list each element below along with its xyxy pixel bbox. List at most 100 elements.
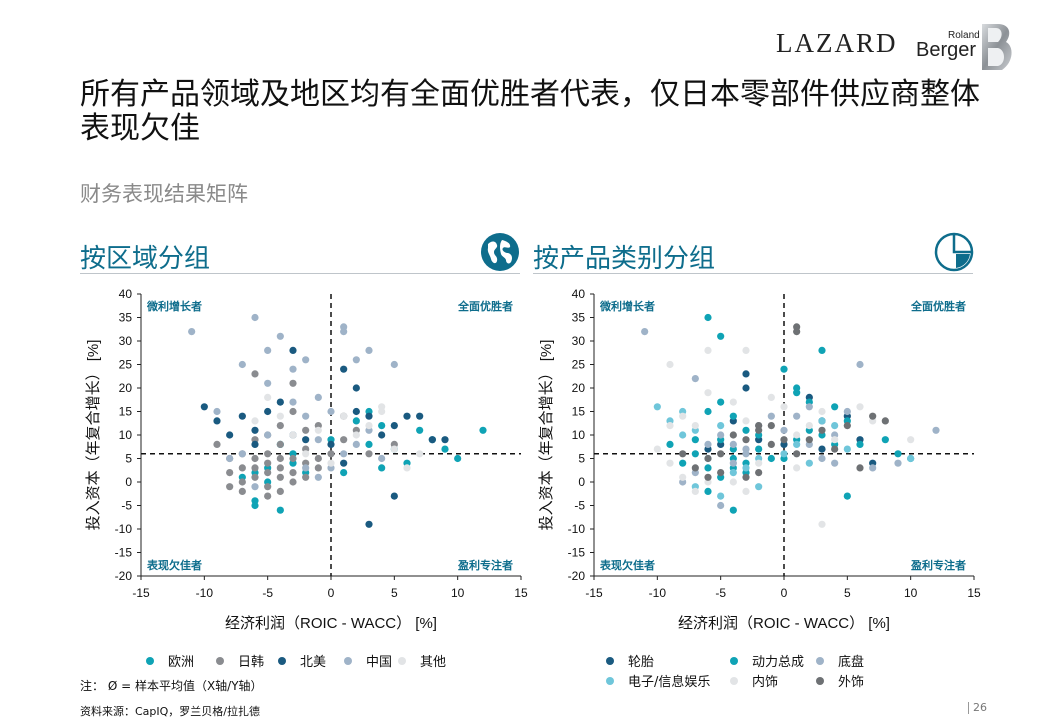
data-point — [213, 440, 221, 448]
data-point — [767, 393, 775, 401]
data-point — [717, 450, 725, 458]
legend-dot-icon — [606, 657, 614, 665]
legend-dot-icon — [344, 657, 352, 665]
data-point — [251, 440, 259, 448]
data-point — [365, 422, 373, 430]
y-tick-label: 5 — [125, 452, 132, 466]
legend-item: 电子/信息娱乐 — [606, 671, 710, 690]
quadrant-label-top-right: 全面优胜者 — [910, 299, 966, 313]
data-point — [314, 454, 322, 463]
data-point — [742, 370, 750, 378]
y-tick-label: 0 — [578, 475, 585, 489]
y-tick-label: 0 — [125, 475, 132, 489]
data-point — [831, 403, 839, 411]
data-point — [289, 398, 297, 406]
data-point — [856, 440, 864, 448]
data-point — [679, 431, 687, 439]
x-tick-label: -5 — [262, 586, 273, 600]
data-point — [666, 440, 674, 448]
data-point — [679, 459, 687, 467]
data-point — [881, 436, 889, 444]
data-point — [843, 492, 851, 500]
data-point — [742, 426, 750, 434]
x-tick-label: -10 — [196, 586, 214, 600]
y-tick-label: 20 — [572, 381, 586, 395]
data-point — [251, 313, 259, 322]
data-point — [352, 356, 360, 364]
data-point — [729, 459, 737, 467]
y-tick-label: 40 — [572, 287, 586, 301]
data-point — [717, 492, 725, 500]
data-point — [679, 473, 687, 481]
data-point — [767, 440, 775, 448]
data-point — [327, 407, 335, 416]
data-point — [264, 346, 272, 354]
data-point — [704, 440, 712, 448]
data-point — [742, 487, 750, 495]
data-point — [856, 464, 864, 472]
data-point — [818, 407, 826, 416]
page-title: 所有产品领域及地区均有全面优胜者代表，仅日本零部件供应商整体表现欠佳 — [80, 77, 980, 146]
data-point — [666, 422, 674, 430]
data-point — [314, 426, 322, 434]
data-point — [818, 417, 826, 425]
data-point — [755, 459, 763, 467]
y-tick-label: -20 — [568, 569, 586, 583]
data-point — [302, 473, 310, 481]
y-tick-label: 25 — [119, 358, 133, 372]
data-point — [264, 407, 272, 416]
data-point — [843, 422, 851, 430]
data-point — [365, 440, 373, 448]
legend-item: 内饰 — [730, 671, 778, 690]
data-point — [691, 375, 699, 383]
data-point — [666, 459, 674, 467]
data-point — [717, 501, 725, 510]
data-point — [704, 313, 712, 322]
data-point — [251, 483, 259, 491]
data-point — [289, 379, 297, 387]
data-point — [289, 469, 297, 477]
data-point — [327, 450, 335, 458]
data-point — [264, 459, 272, 467]
x-tick-label: 15 — [967, 586, 981, 600]
data-point — [226, 431, 234, 439]
y-tick-label: -5 — [121, 499, 132, 513]
data-point — [793, 464, 801, 472]
legend-label: 电子/信息娱乐 — [628, 675, 711, 690]
data-point — [831, 422, 839, 430]
data-point — [805, 459, 813, 467]
data-point — [378, 464, 386, 472]
y-tick-label: 10 — [572, 428, 586, 442]
scatter-chart-region: -20 -15 -10 -5 0 5 10 15 20 25 30 35 40 -15 -10 -5 0 5 10 1… — [84, 287, 528, 632]
data-point — [276, 332, 284, 340]
quadrant-label-bottom-left: 表现欠佳者 — [146, 558, 202, 572]
data-point — [441, 436, 449, 444]
data-point — [428, 436, 436, 444]
data-point — [378, 407, 386, 416]
legend-item: 北美 — [278, 651, 326, 670]
data-point — [340, 365, 348, 373]
data-point — [717, 431, 725, 439]
x-tick-label: -10 — [649, 586, 667, 600]
data-point — [238, 464, 246, 472]
data-point — [302, 426, 310, 434]
data-point — [276, 464, 284, 472]
data-point — [742, 464, 750, 472]
data-point — [831, 445, 839, 453]
data-point — [818, 454, 826, 463]
data-point — [289, 365, 297, 373]
data-point — [378, 431, 386, 439]
legend-item: 中国 — [344, 651, 392, 670]
x-tick-label: 0 — [781, 586, 788, 600]
data-point — [365, 450, 373, 458]
data-point — [666, 360, 674, 369]
y-tick-label: 15 — [572, 405, 586, 419]
data-point — [780, 426, 788, 434]
quadrant-label-top-right: 全面优胜者 — [457, 299, 513, 313]
y-tick-label: 5 — [578, 452, 585, 466]
y-tick-label: 30 — [119, 334, 133, 348]
section-divider-left — [80, 273, 520, 274]
data-point — [276, 440, 284, 448]
data-point — [907, 454, 915, 463]
x-tick-label: -5 — [715, 586, 726, 600]
